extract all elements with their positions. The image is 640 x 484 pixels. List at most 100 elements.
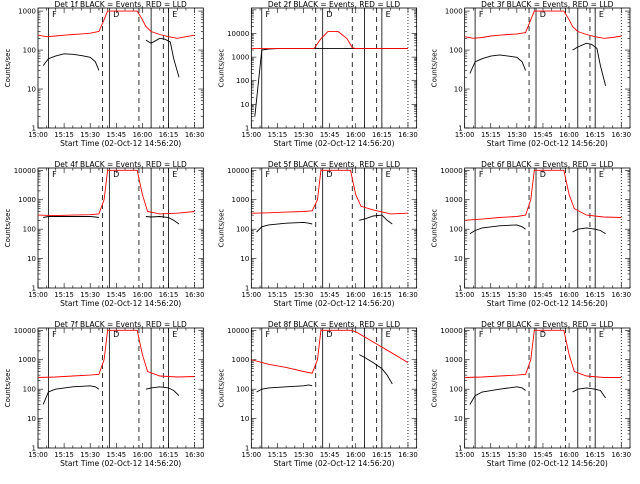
y-tick-label: 100	[449, 386, 462, 394]
flag-label: F	[479, 10, 484, 19]
chart-panel-3: Det 3f BLACK = Events, RED = LLD 1 10 100 10…	[431, 0, 631, 148]
x-axis-label: Start Time (02-Oct-12 14:56:20)	[487, 139, 608, 148]
chart-title: Det 9f BLACK = Events, RED = LLD	[481, 320, 614, 329]
y-tick-label: 10	[27, 415, 36, 423]
flag-label: F	[52, 10, 57, 19]
x-tick-label: 15:45	[107, 131, 127, 139]
plot-frame	[37, 327, 204, 449]
lld-series-line	[251, 31, 408, 50]
y-tick-label: 10	[240, 415, 249, 423]
events-series-line	[469, 224, 526, 235]
y-axis-label: Counts/sec	[217, 369, 225, 408]
x-tick-label: 15:15	[268, 131, 288, 139]
y-tick-label: 10	[454, 86, 463, 94]
chart-title: Det 3f BLACK = Events, RED = LLD	[481, 0, 614, 9]
x-tick-label: 16:15	[585, 291, 605, 299]
y-tick-label: 1	[32, 125, 36, 133]
events-series-line	[572, 42, 607, 87]
y-tick-label: 100	[23, 226, 36, 234]
x-tick-label: 15:00	[455, 131, 475, 139]
flag-label: D	[326, 170, 332, 179]
x-tick-label: 15:15	[268, 451, 288, 459]
x-tick-label: 15:15	[54, 291, 74, 299]
y-tick-label: 1	[458, 125, 462, 133]
lld-series-line	[38, 169, 195, 217]
x-tick-label: 15:00	[242, 451, 262, 459]
x-tick-label: 15:45	[533, 291, 553, 299]
chart-title: Det 8f BLACK = Events, RED = LLD	[268, 320, 401, 329]
x-tick-label: 16:15	[372, 291, 392, 299]
y-tick-label: 10	[27, 255, 36, 263]
events-series-line	[359, 214, 393, 225]
x-tick-label: 16:00	[133, 131, 153, 139]
y-tick-label: 10	[27, 86, 36, 94]
plot-frame	[250, 327, 418, 449]
events-series-line	[145, 216, 180, 225]
chart-panel-5: Det 5f BLACK = Events, RED = LLD 1 10 100 10…	[217, 160, 417, 308]
x-tick-label: 15:00	[28, 131, 48, 139]
x-tick-label: 16:30	[398, 451, 418, 459]
y-axis-label: Counts/sec	[4, 369, 12, 408]
flag-label: F	[479, 330, 484, 339]
y-tick-label: 100	[236, 226, 249, 234]
x-tick-label: 16:00	[559, 131, 579, 139]
x-tick-label: 16:30	[185, 131, 205, 139]
y-tick-label: 10	[454, 255, 463, 263]
lld-series-line	[38, 329, 195, 378]
chart-panel-6: Det 6f BLACK = Events, RED = LLD 1 10 100 10…	[431, 160, 631, 308]
x-tick-label: 15:45	[533, 451, 553, 459]
x-tick-label: 16:00	[346, 291, 366, 299]
plot-frame	[464, 7, 631, 129]
y-tick-label: 100	[23, 386, 36, 394]
y-tick-label: 100	[236, 386, 249, 394]
y-tick-label: 10000	[440, 327, 462, 335]
y-tick-label: 10	[240, 255, 249, 263]
plot-frame	[37, 167, 204, 289]
y-tick-label: 1000	[18, 8, 36, 16]
y-tick-label: 100	[449, 47, 462, 55]
x-tick-label: 16:00	[133, 291, 153, 299]
y-axis-label: Counts/sec	[431, 209, 439, 248]
y-tick-label: 1000	[18, 196, 36, 204]
plot-frame	[250, 167, 418, 289]
events-series-line	[256, 384, 313, 393]
plot-frame	[464, 327, 631, 449]
flag-label: E	[599, 330, 604, 339]
x-axis-label: Start Time (02-Oct-12 14:56:20)	[60, 299, 181, 308]
flag-label: E	[386, 170, 391, 179]
plot-frame	[464, 167, 631, 289]
x-tick-label: 15:00	[242, 131, 262, 139]
events-series-line	[572, 227, 606, 235]
x-tick-label: 16:00	[559, 451, 579, 459]
y-axis-label: Counts/sec	[217, 49, 225, 88]
x-tick-label: 15:00	[455, 291, 475, 299]
y-tick-label: 1000	[232, 54, 250, 62]
x-axis-label: Start Time (02-Oct-12 14:56:20)	[487, 459, 608, 468]
x-tick-label: 15:30	[507, 451, 527, 459]
x-tick-label: 16:30	[398, 291, 418, 299]
chart-title: Det 4f BLACK = Events, RED = LLD	[55, 160, 188, 169]
x-tick-label: 15:30	[80, 451, 100, 459]
x-tick-label: 16:15	[159, 131, 179, 139]
x-tick-label: 16:15	[372, 451, 392, 459]
events-series-line	[145, 37, 180, 78]
chart-panel-4: Det 4f BLACK = Events, RED = LLD 1 10 100 10…	[4, 160, 204, 308]
x-tick-label: 15:15	[481, 131, 501, 139]
y-tick-label: 10000	[227, 30, 249, 38]
flag-label: F	[266, 10, 271, 19]
flag-label: D	[113, 170, 119, 179]
events-series-line	[572, 387, 606, 399]
flag-label: E	[386, 330, 391, 339]
lld-series-line	[464, 329, 622, 378]
x-tick-label: 15:15	[481, 451, 501, 459]
x-tick-label: 15:15	[54, 451, 74, 459]
chart-title: Det 2f BLACK = Events, RED = LLD	[268, 0, 401, 9]
y-tick-label: 10000	[440, 167, 462, 175]
chart-title: Det 1f BLACK = Events, RED = LLD	[55, 0, 188, 9]
y-tick-label: 1	[245, 445, 249, 453]
flag-label: D	[540, 170, 546, 179]
flag-label: F	[52, 330, 57, 339]
chart-panel-9: Det 9f BLACK = Events, RED = LLD 1 10 100 10…	[431, 320, 631, 468]
x-tick-label: 15:15	[54, 131, 74, 139]
